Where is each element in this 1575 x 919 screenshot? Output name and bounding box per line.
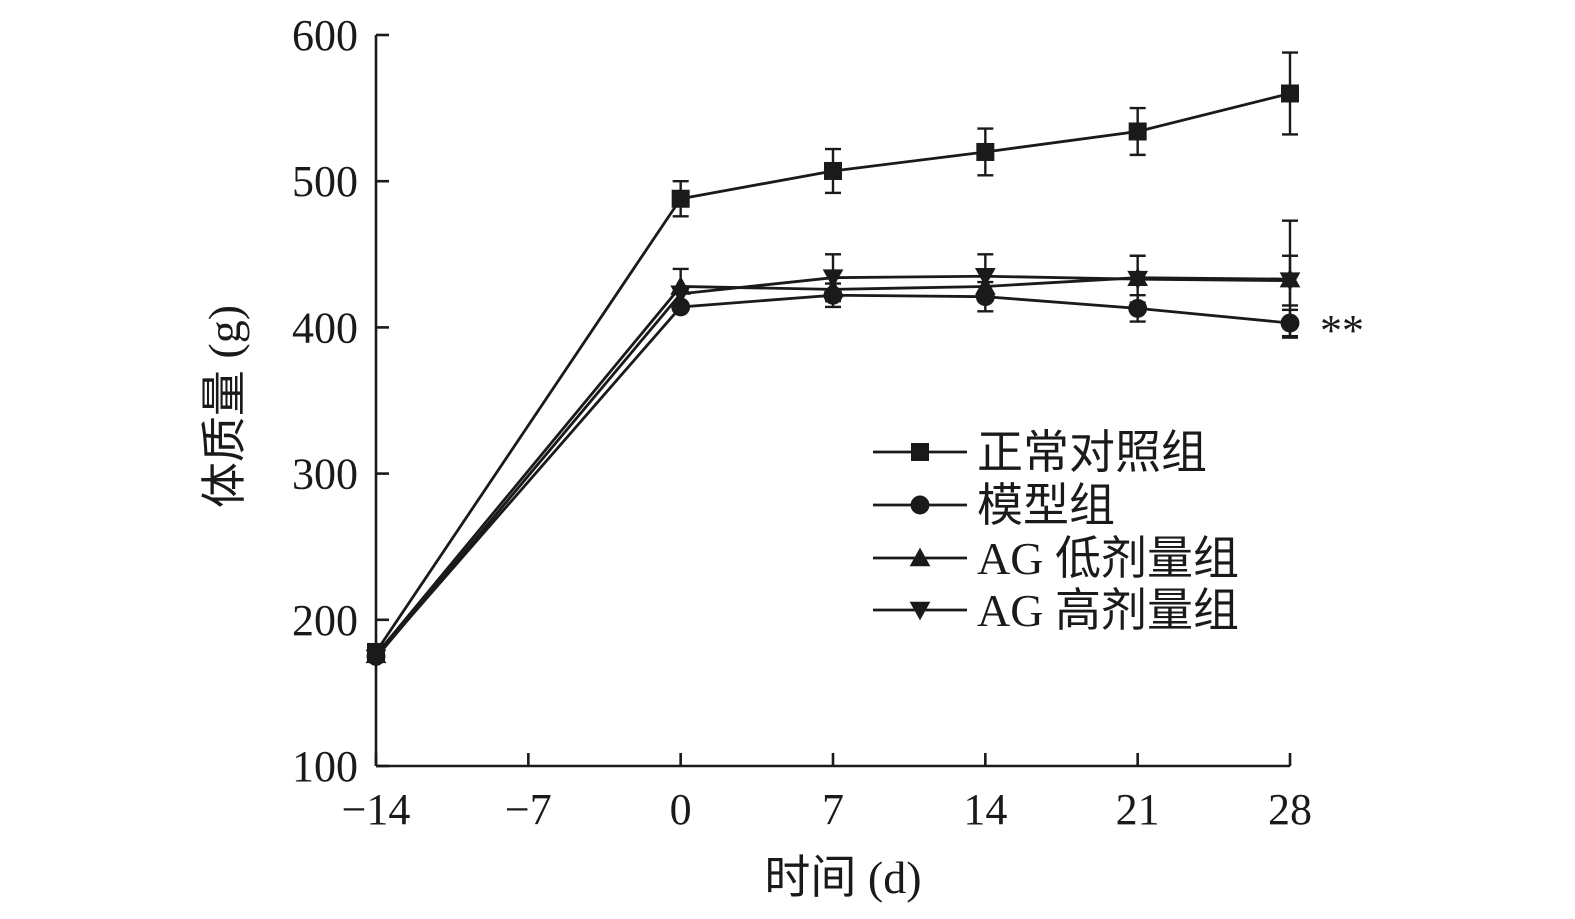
y-axis-title: 体质量 (g) [199, 305, 250, 508]
x-tick-label: 0 [670, 785, 692, 834]
x-axis-title: 时间 (d) [764, 852, 921, 903]
data-point [822, 269, 844, 289]
data-point [1281, 84, 1299, 103]
data-point [1279, 272, 1301, 291]
y-tick-label: 200 [292, 596, 358, 645]
legend-label: 模型组 [977, 480, 1115, 531]
data-point [1127, 270, 1149, 290]
x-tick-label: 14 [963, 785, 1007, 834]
series-line [374, 276, 1291, 656]
series-line [374, 92, 1291, 653]
y-tick-label: 100 [292, 742, 358, 791]
legend-label: 正常对照组 [977, 427, 1207, 478]
legend-label: AG 低剂量组 [977, 533, 1239, 584]
annotation-layer: ** [1320, 306, 1364, 355]
data-point [365, 649, 387, 669]
x-tick-label: −7 [505, 785, 552, 834]
x-tick-label: −14 [342, 785, 411, 834]
legend-item-3: AG 低剂量组 [873, 533, 1239, 584]
legend-marker [911, 443, 929, 461]
series-line [374, 274, 1291, 659]
data-point [671, 297, 691, 317]
x-tick-label: 21 [1116, 785, 1160, 834]
y-tick-label: 500 [292, 157, 358, 206]
legend-label: AG 高剂量组 [977, 585, 1239, 636]
legend-marker [910, 495, 930, 515]
legend-item-4: AG 高剂量组 [873, 585, 1239, 636]
data-point [824, 161, 842, 180]
data-point [670, 285, 692, 305]
x-tick-label: 28 [1268, 785, 1312, 834]
legend-item-2: 模型组 [873, 480, 1115, 531]
x-tick-label: 7 [822, 785, 844, 834]
data-point [671, 189, 690, 208]
series-4 [365, 253, 1301, 669]
data-point [1128, 122, 1147, 141]
significance-annotation: ** [1320, 306, 1364, 355]
data-point [976, 142, 995, 161]
y-tick-label: 600 [292, 11, 358, 60]
series-line [374, 293, 1291, 658]
legend-marker [909, 547, 931, 567]
series-layer [365, 51, 1301, 669]
y-tick-label: 400 [292, 303, 358, 352]
y-tick-label: 300 [292, 450, 358, 499]
data-point [974, 267, 996, 287]
legend-marker [909, 601, 931, 621]
legend-item-1: 正常对照组 [873, 427, 1207, 478]
axes: 100 200 300 400 500 600 −14 −7 0 7 14 21 28 时间 (d) 体质量… [199, 11, 1312, 903]
